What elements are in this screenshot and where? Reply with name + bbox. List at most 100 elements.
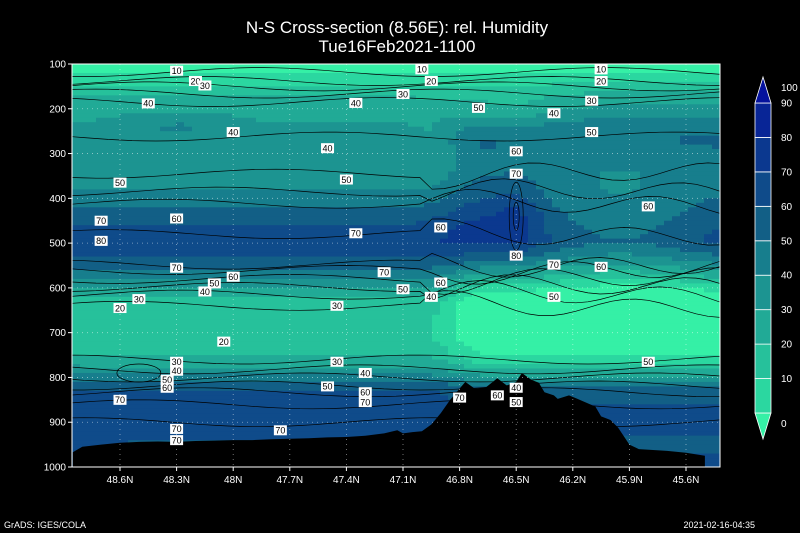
field-cell — [400, 162, 409, 168]
field-cell — [240, 189, 249, 195]
field-cell — [392, 355, 401, 361]
field-cell — [232, 180, 241, 186]
field-cell — [80, 399, 89, 405]
field-cell — [112, 99, 121, 105]
field-cell — [232, 108, 241, 114]
field-cell — [192, 404, 201, 410]
field-cell — [496, 261, 505, 267]
field-cell — [248, 435, 257, 441]
field-cell — [448, 131, 457, 137]
field-cell — [408, 274, 417, 280]
field-cell — [384, 86, 393, 92]
field-cell — [504, 77, 513, 83]
field-cell — [128, 332, 137, 338]
field-cell — [424, 265, 433, 271]
field-cell — [248, 104, 257, 110]
field-cell — [128, 305, 137, 311]
field-cell — [448, 108, 457, 114]
field-cell — [376, 180, 385, 186]
field-cell — [168, 162, 177, 168]
field-cell — [408, 72, 417, 79]
field-cell — [456, 364, 465, 370]
field-cell — [280, 261, 289, 267]
field-cell — [344, 90, 353, 96]
field-cell — [240, 225, 249, 231]
field-cell — [112, 390, 121, 396]
field-cell — [184, 131, 193, 137]
field-cell — [168, 225, 177, 231]
field-cell — [408, 256, 417, 262]
field-cell — [464, 144, 473, 150]
field-cell — [312, 68, 321, 74]
field-cell — [312, 113, 321, 119]
field-cell — [264, 216, 273, 222]
field-cell — [136, 64, 145, 70]
field-cell — [168, 99, 177, 105]
field-cell — [296, 86, 305, 92]
field-cell — [448, 368, 457, 374]
field-cell — [416, 171, 425, 177]
field-cell — [328, 395, 337, 401]
field-cell — [392, 287, 401, 293]
field-cell — [512, 162, 521, 168]
field-cell — [440, 386, 449, 392]
field-cell — [176, 95, 185, 101]
field-cell — [272, 341, 281, 347]
field-cell — [440, 149, 449, 155]
field-cell — [136, 189, 145, 195]
field-cell — [184, 341, 193, 347]
field-cell — [168, 301, 177, 307]
field-cell — [136, 229, 145, 235]
field-cell — [80, 198, 89, 204]
field-cell — [400, 386, 409, 392]
field-cell — [304, 113, 313, 119]
field-cell — [120, 99, 129, 105]
field-cell — [192, 310, 201, 316]
field-cell — [136, 422, 145, 428]
field-cell — [88, 158, 97, 164]
field-cell — [344, 193, 353, 199]
field-cell — [440, 368, 449, 374]
field-cell — [504, 131, 513, 137]
field-cell — [456, 77, 465, 83]
field-cell — [360, 426, 369, 432]
field-cell — [96, 104, 105, 110]
field-cell — [88, 90, 97, 96]
field-cell — [272, 408, 281, 414]
field-cell — [472, 64, 481, 70]
field-cell — [368, 413, 377, 419]
field-cell — [376, 162, 385, 168]
field-cell — [216, 238, 225, 244]
field-cell — [248, 314, 257, 320]
field-cell — [120, 431, 129, 437]
field-cell — [88, 265, 97, 271]
field-cell — [280, 229, 289, 235]
field-cell — [360, 413, 369, 419]
field-cell — [352, 189, 361, 195]
field-cell — [264, 162, 273, 168]
field-cell — [432, 319, 441, 325]
field-cell — [72, 287, 81, 293]
field-cell — [88, 229, 97, 235]
field-cell — [304, 193, 313, 199]
field-cell — [304, 435, 313, 441]
field-cell — [392, 184, 401, 190]
field-cell — [488, 287, 497, 293]
field-cell — [224, 68, 233, 74]
field-cell — [240, 122, 249, 128]
field-cell — [400, 220, 409, 226]
field-cell — [232, 283, 241, 289]
field-cell — [168, 234, 177, 240]
field-cell — [400, 153, 409, 159]
field-cell — [264, 431, 273, 437]
field-cell — [136, 274, 145, 280]
field-cell — [96, 283, 105, 289]
field-cell — [256, 341, 265, 347]
field-cell — [128, 377, 137, 383]
field-cell — [176, 395, 185, 401]
field-cell — [88, 341, 97, 347]
field-cell — [344, 126, 353, 132]
field-cell — [112, 256, 121, 262]
field-cell — [320, 162, 329, 168]
field-cell — [104, 269, 113, 276]
